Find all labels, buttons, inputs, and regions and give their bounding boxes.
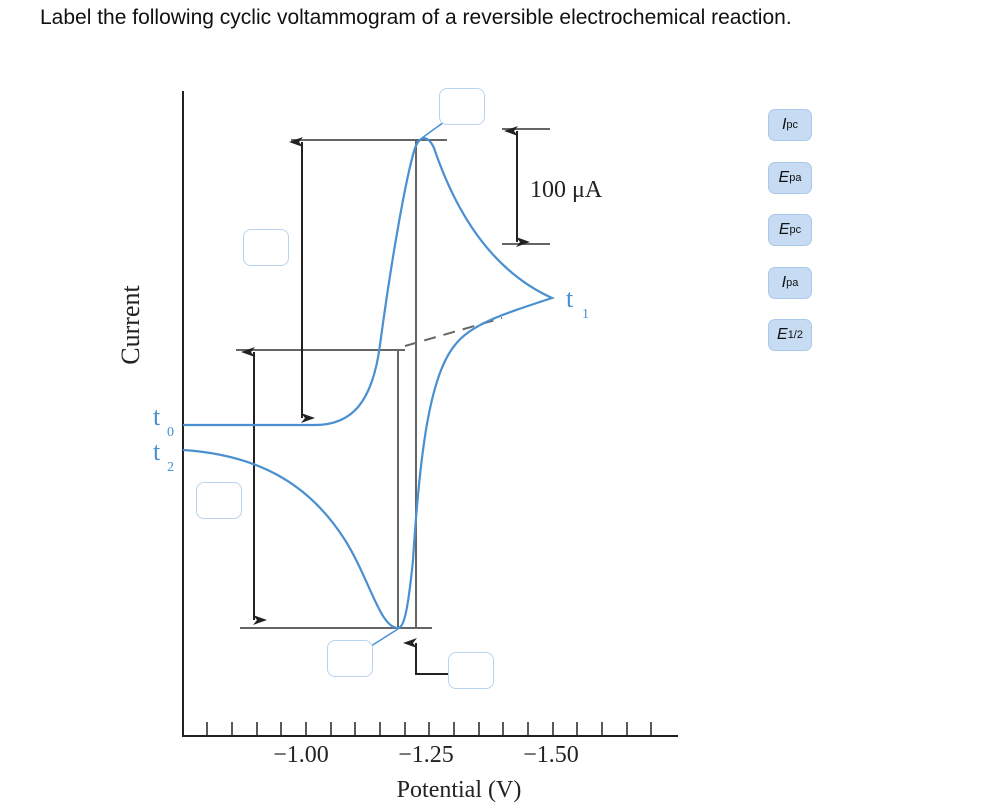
time-label-t2: t 2 <box>153 437 174 475</box>
e-half-pointer-arrow <box>403 638 449 675</box>
chip-main: I <box>781 274 787 291</box>
drop-target-anodic-current[interactable] <box>196 482 242 519</box>
drop-target-cathodic-current[interactable] <box>243 229 289 266</box>
drop-target-half-wave[interactable] <box>448 652 494 689</box>
chip-sub: 1/2 <box>787 329 803 341</box>
x-axis-label: Potential (V) <box>397 777 522 803</box>
axes <box>182 91 678 737</box>
drop-target-peak-bottom[interactable] <box>327 640 373 677</box>
chip-main: E <box>778 221 790 238</box>
svg-text:t: t <box>153 437 161 466</box>
x-tick-3: −1.50 <box>523 742 579 768</box>
svg-text:2: 2 <box>167 460 174 475</box>
chip-main: E <box>777 326 788 343</box>
x-tick-1: −1.00 <box>273 742 329 768</box>
current-arrows <box>241 126 530 625</box>
scale-bar-label: 100 μA <box>530 177 603 203</box>
time-label-t0: t 0 <box>153 402 174 440</box>
chip-main: I <box>781 116 787 133</box>
guide-lines <box>236 128 550 629</box>
cv-curve <box>182 137 556 630</box>
leader-line-top <box>421 121 445 139</box>
x-ticks <box>206 722 652 736</box>
svg-text:t: t <box>566 284 574 313</box>
drop-target-peak-top[interactable] <box>439 88 485 125</box>
y-axis-label: Current <box>116 285 145 365</box>
svg-text:t: t <box>153 402 161 431</box>
chip-sub: pa <box>786 277 799 289</box>
chip-sub: pc <box>789 224 802 236</box>
label-chip-e-half[interactable]: E 1/2 <box>768 319 812 351</box>
chip-sub: pc <box>786 119 799 131</box>
chip-sub: pa <box>789 172 802 184</box>
svg-text:0: 0 <box>167 425 174 440</box>
chip-main: E <box>778 169 790 186</box>
x-tick-2: −1.25 <box>398 742 454 768</box>
question-text: Label the following cyclic voltammogram … <box>40 6 792 29</box>
svg-text:1: 1 <box>582 307 589 322</box>
leader-line-bottom <box>370 628 399 647</box>
time-label-t1: t 1 <box>566 284 589 322</box>
